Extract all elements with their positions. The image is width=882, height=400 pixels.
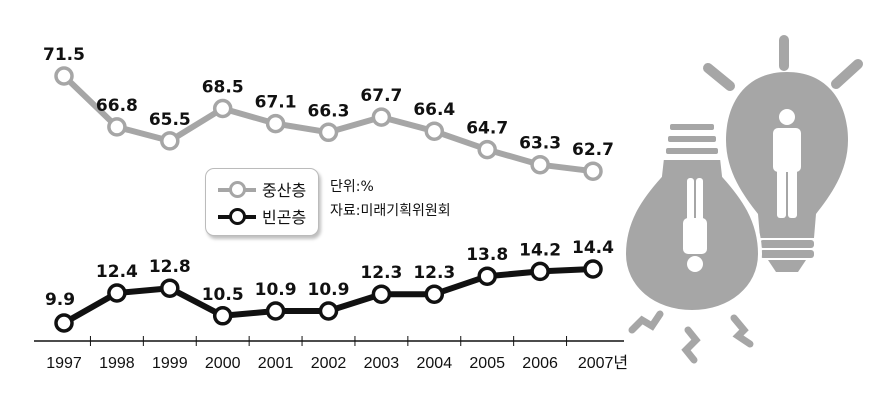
data-label: 13.8: [466, 245, 508, 265]
data-point: [318, 122, 339, 143]
x-tick-label: 2004: [417, 355, 453, 372]
spark-icon: [628, 310, 754, 364]
data-label: 67.1: [255, 93, 297, 113]
legend: 중산층 빈곤층: [205, 168, 319, 236]
data-label: 9.9: [45, 290, 75, 310]
data-label: 10.9: [308, 280, 350, 300]
data-point: [107, 283, 127, 303]
data-label: 14.2: [519, 240, 561, 260]
data-point: [160, 278, 180, 298]
data-label: 12.8: [149, 257, 191, 277]
data-label: 68.5: [202, 78, 244, 98]
data-label: 10.5: [202, 285, 244, 305]
data-point: [160, 131, 180, 151]
data-point: [424, 121, 445, 141]
small-bulb-icon: [621, 120, 763, 364]
data-point: [477, 266, 497, 286]
data-point: [212, 306, 233, 326]
light-bulbs-illustration: [621, 35, 863, 364]
data-point: [424, 284, 445, 304]
x-tick-label: 1999: [152, 355, 188, 372]
data-label: 66.8: [96, 96, 138, 116]
data-label: 12.3: [413, 263, 455, 283]
data-point: [477, 139, 497, 160]
data-point: [54, 66, 74, 86]
data-point: [583, 259, 603, 279]
data-point: [530, 154, 550, 175]
data-label: 10.9: [255, 280, 297, 300]
legend-label: 중산층: [262, 181, 307, 200]
data-point: [107, 117, 127, 137]
data-point: [265, 113, 286, 134]
person-icon: [683, 178, 707, 272]
legend-gray-line-marker-icon: [214, 179, 260, 199]
data-label: 66.3: [308, 101, 350, 121]
x-tick-label: 2002: [311, 355, 347, 372]
data-point: [583, 161, 603, 181]
x-tick-label: 1997: [46, 355, 82, 372]
legend-item-poor: 빈곤층: [214, 204, 306, 228]
x-tick-label: 2007년: [578, 354, 628, 372]
bulb-rays-icon: [703, 35, 863, 91]
data-label: 67.7: [360, 86, 402, 106]
data-point: [318, 301, 339, 321]
x-tick-label: 2000: [205, 355, 241, 372]
legend-black-line-marker-icon: [214, 206, 260, 226]
data-point: [530, 261, 550, 282]
large-bulb-icon: [726, 72, 848, 272]
data-label: 63.3: [519, 134, 561, 154]
legend-label: 빈곤층: [262, 208, 307, 227]
data-label: 65.5: [149, 110, 191, 130]
data-point: [371, 284, 392, 304]
data-label: 12.3: [360, 263, 402, 283]
x-tick-label: 2005: [469, 355, 505, 372]
x-axis-ticks: 1997 1998 1999 2000 2001 2002 2003 2004 2005 2006…: [46, 336, 628, 372]
data-point: [265, 301, 286, 321]
series-layer: 71.5 66.8 65.5 68.5 67.1 66.3 67.7 66.4 64.7 63.3…: [43, 45, 614, 333]
source-note: 자료:미래기획위원회: [330, 203, 451, 219]
data-label: 64.7: [466, 119, 508, 139]
person-icon: [773, 109, 801, 218]
data-label: 62.7: [572, 140, 614, 160]
unit-note: 단위:%: [330, 179, 374, 195]
data-point: [54, 313, 74, 333]
x-tick-label: 2006: [522, 355, 558, 372]
data-point: [212, 98, 233, 119]
data-point: [371, 107, 392, 127]
data-label: 12.4: [96, 262, 138, 282]
legend-item-middle-class: 중산층: [214, 177, 306, 201]
data-label: 66.4: [413, 100, 455, 120]
x-tick-label: 2001: [258, 355, 294, 372]
x-tick-label: 1998: [99, 355, 135, 372]
data-label: 14.4: [572, 238, 614, 258]
x-tick-label: 2003: [364, 355, 400, 372]
data-label: 71.5: [43, 45, 85, 65]
